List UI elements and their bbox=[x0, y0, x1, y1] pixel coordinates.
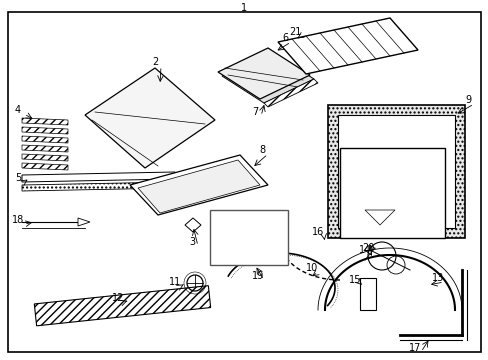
Bar bbox=[359, 278, 375, 310]
Text: 2: 2 bbox=[152, 57, 158, 67]
Polygon shape bbox=[22, 145, 68, 152]
Text: 1: 1 bbox=[241, 3, 246, 13]
Text: 19: 19 bbox=[251, 271, 264, 281]
Polygon shape bbox=[22, 163, 68, 170]
Text: 21: 21 bbox=[288, 27, 301, 37]
Text: 6: 6 bbox=[282, 33, 287, 43]
Polygon shape bbox=[337, 115, 454, 228]
Polygon shape bbox=[220, 244, 280, 252]
Text: 5: 5 bbox=[15, 173, 21, 183]
Text: 18: 18 bbox=[12, 215, 24, 225]
Polygon shape bbox=[184, 218, 201, 232]
Polygon shape bbox=[220, 256, 280, 264]
Polygon shape bbox=[138, 160, 260, 213]
Polygon shape bbox=[222, 52, 313, 103]
Text: 10: 10 bbox=[305, 263, 318, 273]
Polygon shape bbox=[264, 79, 317, 107]
Polygon shape bbox=[22, 118, 68, 125]
Polygon shape bbox=[220, 232, 280, 240]
Polygon shape bbox=[130, 155, 267, 215]
Text: 12: 12 bbox=[112, 293, 124, 303]
Polygon shape bbox=[278, 18, 417, 74]
Bar bbox=[209, 210, 287, 265]
Polygon shape bbox=[78, 218, 90, 226]
Polygon shape bbox=[218, 48, 309, 99]
Text: 3: 3 bbox=[188, 237, 195, 247]
Polygon shape bbox=[22, 127, 68, 134]
Text: 4: 4 bbox=[15, 105, 21, 115]
Text: 13: 13 bbox=[431, 273, 443, 283]
Polygon shape bbox=[22, 172, 175, 182]
Text: 7: 7 bbox=[251, 107, 258, 117]
Polygon shape bbox=[22, 136, 68, 143]
Text: 14: 14 bbox=[358, 245, 370, 255]
Text: 20: 20 bbox=[361, 243, 373, 253]
Text: 16: 16 bbox=[311, 227, 324, 237]
Text: 17: 17 bbox=[408, 343, 420, 353]
Polygon shape bbox=[22, 182, 175, 191]
Polygon shape bbox=[22, 154, 68, 161]
Polygon shape bbox=[85, 68, 215, 168]
Text: 9: 9 bbox=[464, 95, 470, 105]
Polygon shape bbox=[327, 105, 464, 238]
Text: 15: 15 bbox=[348, 275, 361, 285]
Bar bbox=[34, 285, 210, 326]
Polygon shape bbox=[364, 210, 394, 225]
Polygon shape bbox=[220, 220, 280, 228]
Text: 8: 8 bbox=[259, 145, 264, 155]
Bar bbox=[339, 148, 444, 238]
Text: 11: 11 bbox=[168, 277, 181, 287]
